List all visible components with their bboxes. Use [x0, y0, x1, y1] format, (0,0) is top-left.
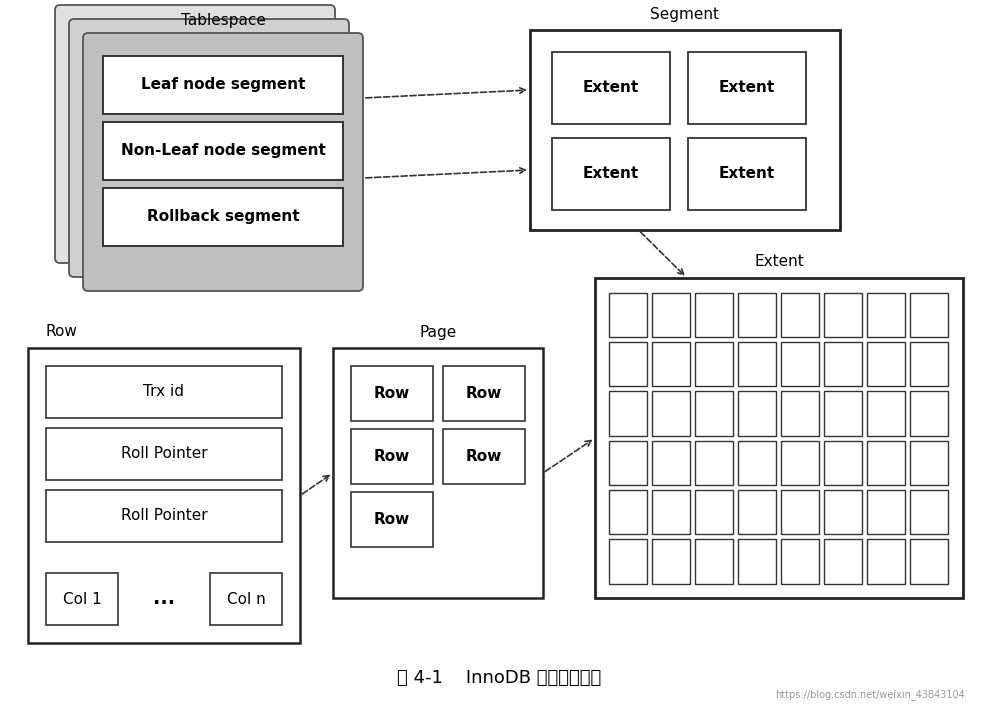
Bar [824, 391, 862, 436]
Text: Extent: Extent [754, 255, 803, 270]
Bar [910, 490, 948, 534]
Bar [824, 539, 862, 584]
Bar [910, 539, 948, 584]
Text: Row: Row [374, 449, 410, 464]
Bar [867, 292, 905, 337]
Bar [443, 366, 525, 421]
Text: Row: Row [46, 325, 78, 339]
Text: Roll Pointer: Roll Pointer [121, 446, 208, 462]
Bar [867, 342, 905, 386]
Bar [653, 391, 691, 436]
Text: Row: Row [466, 449, 502, 464]
Text: Row: Row [374, 512, 410, 527]
Bar [610, 292, 648, 337]
Bar [443, 429, 525, 484]
Bar [739, 539, 776, 584]
Text: Roll Pointer: Roll Pointer [121, 508, 208, 524]
Bar [696, 539, 734, 584]
Text: Rollback segment: Rollback segment [147, 210, 299, 225]
Bar [696, 292, 734, 337]
Text: Trx id: Trx id [144, 384, 185, 399]
Bar [781, 441, 819, 485]
Bar [867, 490, 905, 534]
Bar [610, 342, 648, 386]
Bar [910, 391, 948, 436]
FancyBboxPatch shape [83, 33, 363, 291]
Bar [552, 52, 670, 124]
Text: Col 1: Col 1 [63, 591, 102, 607]
Bar [46, 490, 282, 542]
Bar [910, 441, 948, 485]
Bar [103, 188, 343, 246]
Bar [696, 441, 734, 485]
Bar [696, 391, 734, 436]
Bar [739, 391, 776, 436]
Bar [610, 391, 648, 436]
Bar [46, 366, 282, 418]
Bar [739, 490, 776, 534]
Text: Tablespace: Tablespace [181, 13, 265, 27]
Bar [824, 441, 862, 485]
Bar [653, 441, 691, 485]
Bar [781, 539, 819, 584]
Text: Row: Row [374, 386, 410, 401]
Bar [530, 30, 840, 230]
Bar [351, 492, 433, 547]
Text: Extent: Extent [583, 80, 639, 96]
Bar [739, 292, 776, 337]
FancyBboxPatch shape [69, 19, 349, 277]
Bar [781, 391, 819, 436]
Bar [688, 138, 806, 210]
Bar [781, 342, 819, 386]
Text: ...: ... [153, 589, 175, 608]
Text: Page: Page [419, 325, 457, 339]
Bar [103, 122, 343, 180]
Bar [28, 348, 300, 643]
Bar [739, 342, 776, 386]
Text: Non-Leaf node segment: Non-Leaf node segment [121, 144, 325, 158]
Bar [867, 539, 905, 584]
Bar [824, 490, 862, 534]
Bar [910, 292, 948, 337]
Text: https://blog.csdn.net/weixin_43843104: https://blog.csdn.net/weixin_43843104 [775, 689, 965, 700]
Text: Row: Row [466, 386, 502, 401]
Text: Leaf node segment: Leaf node segment [141, 77, 305, 92]
FancyBboxPatch shape [55, 5, 335, 263]
Bar [210, 573, 282, 625]
Bar [688, 52, 806, 124]
Bar [610, 539, 648, 584]
Bar [739, 441, 776, 485]
Bar [824, 292, 862, 337]
Bar [781, 292, 819, 337]
Bar [333, 348, 543, 598]
Bar [696, 342, 734, 386]
Text: 图 4-1    InnoDB 逻辑存储结构: 图 4-1 InnoDB 逻辑存储结构 [397, 669, 601, 687]
Bar [610, 441, 648, 485]
Text: Extent: Extent [583, 167, 639, 182]
Bar [910, 342, 948, 386]
Bar [653, 342, 691, 386]
Bar [103, 56, 343, 114]
Bar [610, 490, 648, 534]
Bar [867, 391, 905, 436]
Text: Extent: Extent [719, 80, 775, 96]
Bar [696, 490, 734, 534]
Bar [595, 278, 963, 598]
Bar [46, 573, 118, 625]
Bar [351, 366, 433, 421]
Bar [653, 539, 691, 584]
Bar [351, 429, 433, 484]
Bar [653, 490, 691, 534]
Text: Segment: Segment [651, 6, 720, 22]
Bar [781, 490, 819, 534]
Bar [653, 292, 691, 337]
Text: Col n: Col n [227, 591, 265, 607]
Text: Extent: Extent [719, 167, 775, 182]
Bar [867, 441, 905, 485]
Bar [46, 428, 282, 480]
Bar [824, 342, 862, 386]
Bar [552, 138, 670, 210]
